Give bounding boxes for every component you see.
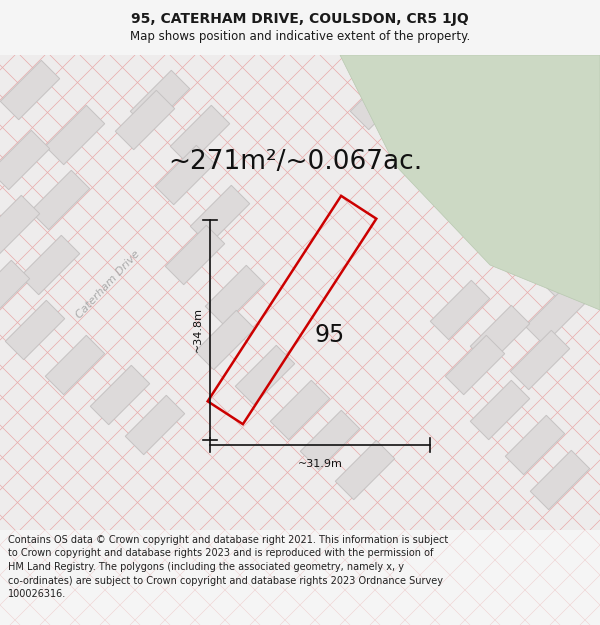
Polygon shape — [235, 345, 295, 405]
Polygon shape — [190, 185, 250, 245]
Polygon shape — [205, 265, 265, 325]
Polygon shape — [425, 140, 485, 200]
Polygon shape — [46, 105, 104, 165]
Polygon shape — [155, 145, 215, 205]
Polygon shape — [170, 105, 230, 165]
Polygon shape — [406, 40, 464, 100]
Polygon shape — [505, 415, 565, 475]
Text: Caterham Drive: Caterham Drive — [74, 249, 142, 321]
Polygon shape — [335, 440, 395, 500]
Polygon shape — [445, 335, 505, 395]
Polygon shape — [430, 280, 490, 340]
Polygon shape — [46, 335, 104, 395]
Polygon shape — [196, 310, 254, 370]
Polygon shape — [31, 170, 89, 230]
Text: ~31.9m: ~31.9m — [298, 459, 343, 469]
Polygon shape — [0, 260, 29, 320]
Polygon shape — [125, 395, 185, 455]
Text: Map shows position and indicative extent of the property.: Map shows position and indicative extent… — [130, 30, 470, 43]
Text: to Crown copyright and database rights 2023 and is reproduced with the permissio: to Crown copyright and database rights 2… — [8, 549, 433, 559]
Text: Contains OS data © Crown copyright and database right 2021. This information is : Contains OS data © Crown copyright and d… — [8, 535, 448, 545]
Polygon shape — [350, 70, 410, 130]
Polygon shape — [166, 225, 224, 285]
Text: HM Land Registry. The polygons (including the associated geometry, namely x, y: HM Land Registry. The polygons (includin… — [8, 562, 404, 572]
Polygon shape — [271, 380, 329, 440]
Polygon shape — [481, 160, 539, 220]
Polygon shape — [470, 380, 530, 440]
Polygon shape — [0, 195, 40, 255]
Text: ~34.8m: ~34.8m — [193, 308, 203, 352]
Polygon shape — [511, 330, 569, 390]
Polygon shape — [460, 35, 520, 95]
Polygon shape — [530, 450, 590, 510]
Polygon shape — [1, 60, 59, 120]
Polygon shape — [115, 90, 175, 150]
Polygon shape — [0, 130, 50, 190]
Polygon shape — [481, 110, 539, 170]
Polygon shape — [535, 30, 595, 90]
Text: co-ordinates) are subject to Crown copyright and database rights 2023 Ordnance S: co-ordinates) are subject to Crown copyr… — [8, 576, 443, 586]
Text: 95: 95 — [315, 323, 345, 347]
Polygon shape — [130, 70, 190, 130]
Polygon shape — [515, 70, 575, 130]
Polygon shape — [526, 195, 584, 255]
Text: ~271m²/~0.067ac.: ~271m²/~0.067ac. — [168, 149, 422, 175]
Text: 95, CATERHAM DRIVE, COULSDON, CR5 1JQ: 95, CATERHAM DRIVE, COULSDON, CR5 1JQ — [131, 12, 469, 26]
Polygon shape — [340, 55, 600, 310]
Polygon shape — [301, 410, 359, 470]
Polygon shape — [91, 365, 149, 425]
Polygon shape — [20, 235, 80, 295]
Polygon shape — [5, 300, 65, 360]
Polygon shape — [445, 75, 505, 135]
Polygon shape — [391, 105, 449, 165]
Text: 100026316.: 100026316. — [8, 589, 66, 599]
Polygon shape — [541, 240, 599, 300]
Polygon shape — [526, 285, 584, 345]
Polygon shape — [470, 305, 530, 365]
